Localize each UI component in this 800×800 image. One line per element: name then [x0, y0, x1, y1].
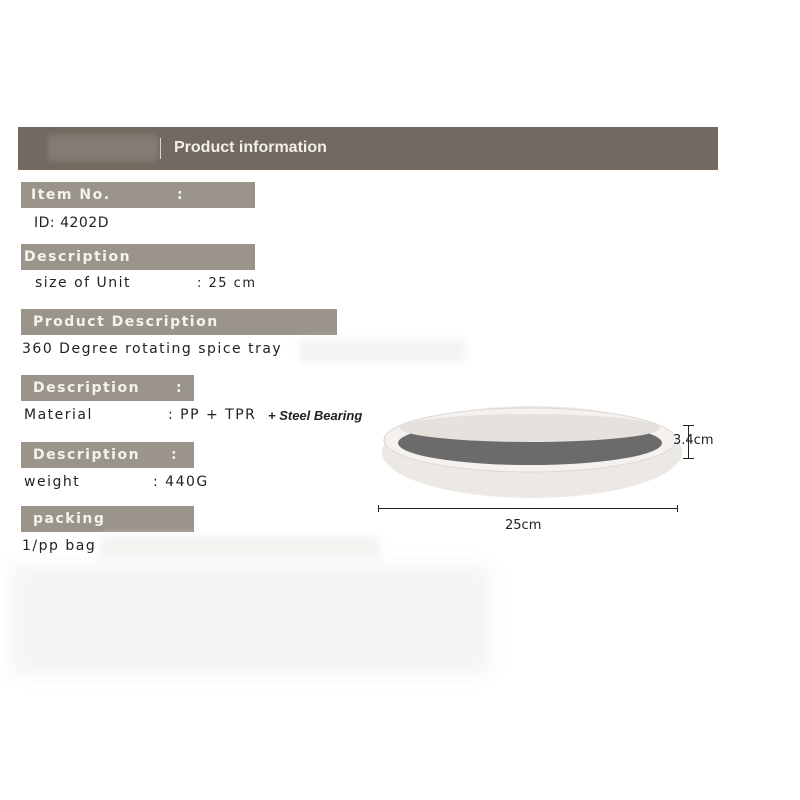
weight-label: weight: [24, 474, 81, 490]
header-title: Product information: [174, 139, 327, 156]
item-no-label: Item No.:: [21, 182, 255, 208]
product-image-tray: [382, 406, 682, 498]
material-section-label: Description:: [21, 375, 194, 401]
size-value: : 25 cm: [197, 276, 257, 291]
dimension-tick: [683, 425, 694, 426]
product-info-header: Product information: [18, 127, 718, 170]
product-description-label: Product Description: [21, 309, 337, 335]
dimension-tick: [683, 458, 694, 459]
blurred-logo: [48, 135, 158, 161]
blur-patch: [10, 565, 490, 675]
tray-inner-wall: [400, 414, 660, 442]
weight-section-label: Description:: [21, 442, 194, 468]
packing-value: 1/pp bag: [22, 538, 97, 554]
packing-label: packing: [21, 506, 194, 532]
width-dimension-line: [378, 508, 678, 509]
dimension-tick: [677, 505, 678, 512]
weight-value: : 440G: [153, 474, 209, 490]
material-extra: + Steel Bearing: [268, 408, 363, 423]
blur-patch: [100, 536, 380, 558]
material-value: : PP + TPR: [168, 407, 257, 423]
item-id-value: ID: 4202D: [34, 215, 109, 231]
height-dimension-line: [688, 425, 689, 458]
width-label: 25cm: [505, 518, 542, 533]
description-label: Description: [21, 244, 255, 270]
size-label: size of Unit: [35, 275, 132, 291]
dimension-tick: [378, 505, 379, 512]
divider: [160, 138, 161, 159]
material-label: Material: [24, 407, 93, 423]
product-description-value: 360 Degree rotating spice tray: [22, 341, 283, 357]
blur-patch: [300, 340, 465, 362]
height-label: 3.4cm: [673, 433, 714, 448]
